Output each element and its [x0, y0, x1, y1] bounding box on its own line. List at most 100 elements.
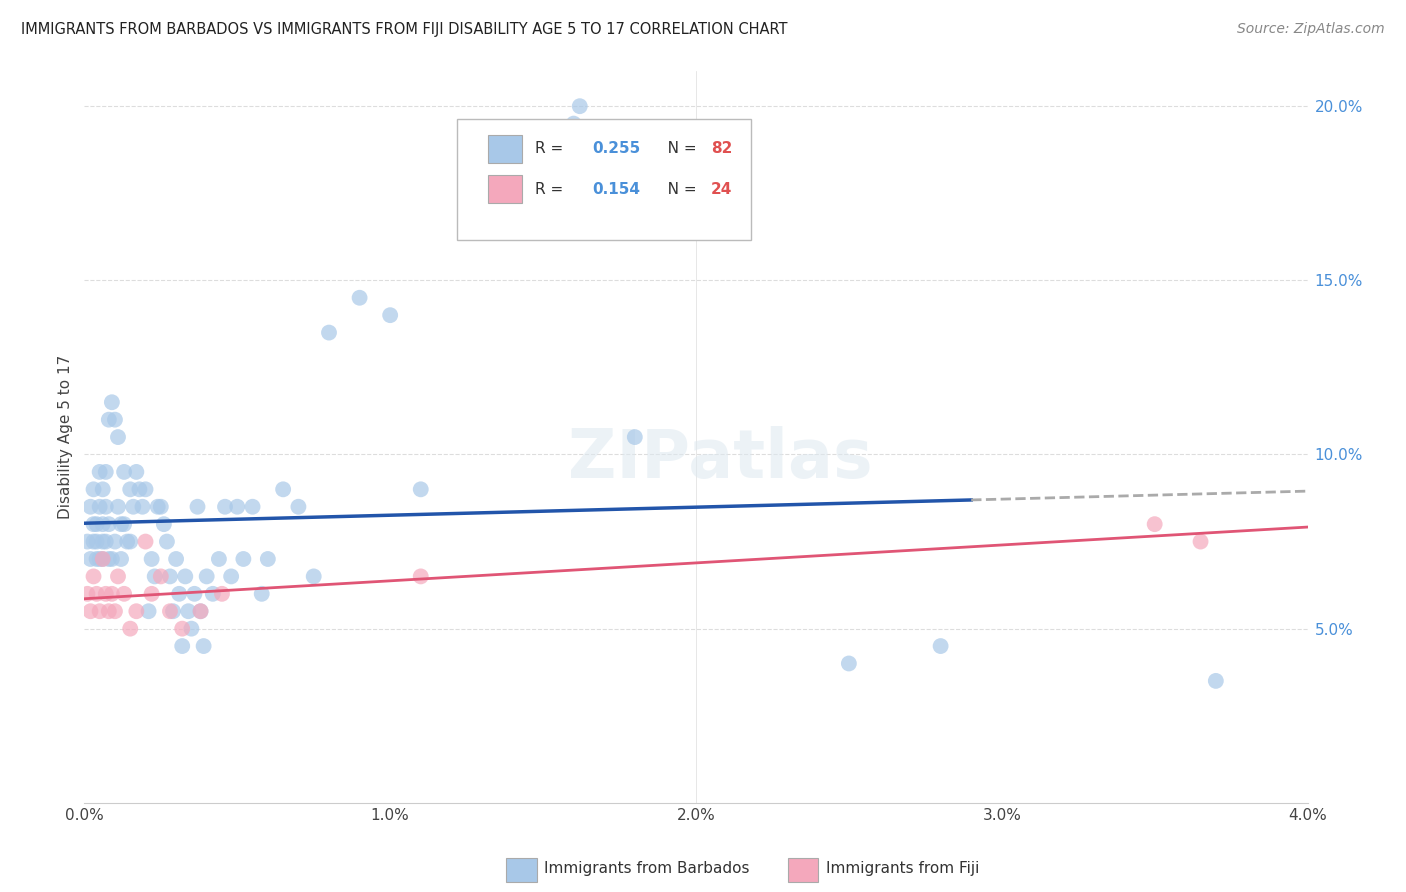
- Point: [141, 587, 163, 601]
- Point: [177, 604, 200, 618]
- Point: [89, 552, 111, 566]
- Point: [86, 552, 108, 566]
- Point: [122, 500, 145, 514]
- Point: [120, 483, 142, 497]
- Point: [193, 639, 215, 653]
- Point: [86, 587, 108, 601]
- Point: [89, 465, 111, 479]
- Point: [302, 569, 325, 583]
- Point: [380, 308, 402, 322]
- Point: [79, 552, 101, 566]
- Point: [165, 552, 187, 566]
- Point: [97, 517, 120, 532]
- Point: [271, 483, 294, 497]
- Point: [91, 483, 114, 497]
- Point: [79, 500, 101, 514]
- Point: [214, 500, 236, 514]
- Point: [219, 569, 242, 583]
- Point: [83, 569, 105, 583]
- Point: [91, 552, 114, 566]
- Point: [208, 552, 231, 566]
- Point: [110, 552, 132, 566]
- Point: [104, 604, 127, 618]
- Point: [76, 534, 98, 549]
- Point: [183, 587, 205, 601]
- Point: [91, 534, 114, 549]
- Point: [94, 587, 117, 601]
- Point: [97, 552, 120, 566]
- Point: [110, 517, 132, 532]
- Text: ZIPatlas: ZIPatlas: [568, 426, 873, 492]
- Point: [91, 517, 114, 532]
- Point: [1143, 517, 1166, 532]
- Text: IMMIGRANTS FROM BARBADOS VS IMMIGRANTS FROM FIJI DISABILITY AGE 5 TO 17 CORRELAT: IMMIGRANTS FROM BARBADOS VS IMMIGRANTS F…: [21, 22, 787, 37]
- Text: N =: N =: [654, 182, 702, 196]
- Point: [174, 569, 197, 583]
- Point: [101, 395, 124, 409]
- Point: [101, 552, 124, 566]
- Point: [1205, 673, 1227, 688]
- FancyBboxPatch shape: [506, 858, 537, 882]
- Text: N =: N =: [654, 142, 702, 156]
- Point: [115, 534, 138, 549]
- Point: [94, 500, 117, 514]
- Y-axis label: Disability Age 5 to 17: Disability Age 5 to 17: [58, 355, 73, 519]
- Point: [107, 430, 129, 444]
- Point: [153, 517, 176, 532]
- Point: [112, 517, 135, 532]
- Point: [125, 465, 148, 479]
- Point: [89, 604, 111, 618]
- Text: 82: 82: [710, 142, 733, 156]
- Text: Immigrants from Barbados: Immigrants from Barbados: [544, 861, 749, 876]
- Point: [101, 587, 124, 601]
- Point: [86, 517, 108, 532]
- FancyBboxPatch shape: [787, 858, 818, 882]
- Point: [83, 517, 105, 532]
- Point: [568, 99, 591, 113]
- Point: [107, 569, 129, 583]
- Point: [107, 500, 129, 514]
- Point: [79, 604, 101, 618]
- Point: [159, 604, 181, 618]
- Point: [120, 534, 142, 549]
- Point: [172, 639, 194, 653]
- Text: 24: 24: [710, 182, 733, 196]
- Point: [1189, 534, 1212, 549]
- Point: [131, 500, 153, 514]
- Point: [83, 534, 105, 549]
- Text: 0.154: 0.154: [592, 182, 640, 196]
- Point: [141, 552, 163, 566]
- Point: [135, 534, 157, 549]
- Point: [83, 483, 105, 497]
- Point: [149, 500, 172, 514]
- Point: [195, 569, 218, 583]
- Point: [180, 622, 202, 636]
- Point: [838, 657, 860, 671]
- Point: [94, 465, 117, 479]
- Point: [125, 604, 148, 618]
- Text: Source: ZipAtlas.com: Source: ZipAtlas.com: [1237, 22, 1385, 37]
- Point: [242, 500, 264, 514]
- Point: [250, 587, 273, 601]
- Point: [112, 587, 135, 601]
- Point: [89, 500, 111, 514]
- Point: [409, 569, 432, 583]
- Text: Immigrants from Fiji: Immigrants from Fiji: [825, 861, 979, 876]
- Point: [186, 500, 208, 514]
- Point: [143, 569, 166, 583]
- Point: [159, 569, 181, 583]
- Point: [349, 291, 371, 305]
- Point: [409, 483, 432, 497]
- Text: R =: R =: [534, 142, 568, 156]
- Point: [172, 622, 194, 636]
- Point: [562, 117, 585, 131]
- Point: [318, 326, 340, 340]
- FancyBboxPatch shape: [488, 135, 522, 163]
- Text: 0.255: 0.255: [592, 142, 640, 156]
- Point: [146, 500, 169, 514]
- Point: [86, 534, 108, 549]
- Point: [201, 587, 224, 601]
- FancyBboxPatch shape: [488, 175, 522, 203]
- Point: [929, 639, 952, 653]
- Point: [257, 552, 280, 566]
